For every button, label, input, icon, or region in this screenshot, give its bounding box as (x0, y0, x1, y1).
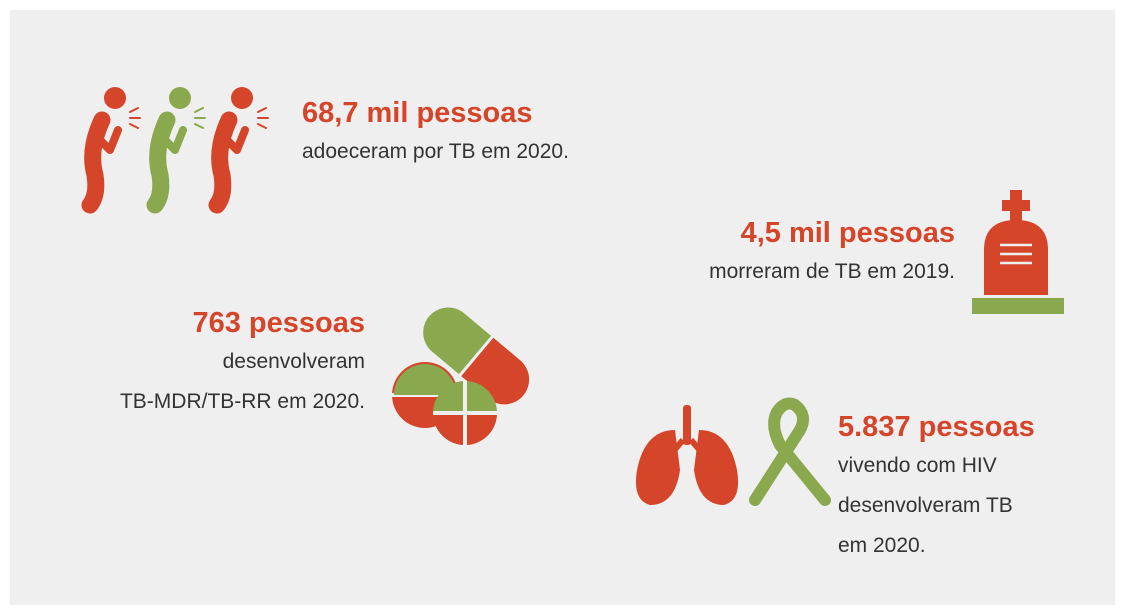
stat-text: em 2020. (838, 534, 926, 557)
stat-text: desenvolveram (222, 350, 365, 373)
stat-text: desenvolveram TB (838, 494, 1013, 517)
stat-headline: 4,5 mil pessoas (740, 217, 955, 249)
stat-text: adoeceram por TB em 2020. (302, 140, 569, 163)
stat: 5.837 pessoas vivendo com HIV desenvolve… (838, 408, 1035, 566)
stat-headline: 763 pessoas (192, 307, 365, 339)
lungs-icon (635, 405, 739, 505)
ribbon-icon (749, 397, 831, 506)
person-icon (81, 87, 269, 214)
stat-headline: 68,7 mil pessoas (302, 97, 533, 129)
stat-text: vivendo com HIV (838, 454, 997, 477)
stat: 68,7 mil pessoas adoeceram por TB em 202… (302, 94, 569, 172)
stat-text: morreram de TB em 2019. (709, 260, 955, 283)
stat-headline: 5.837 pessoas (838, 411, 1035, 443)
stat: 763 pessoas desenvolveram TB-MDR/TB-RR e… (120, 304, 365, 422)
stat: 4,5 mil pessoas morreram de TB em 2019. (709, 214, 955, 292)
pills-icon (392, 307, 530, 445)
panel (10, 10, 1115, 605)
tombstone-icon (972, 190, 1064, 314)
stat-text: TB-MDR/TB-RR em 2020. (119, 390, 365, 413)
